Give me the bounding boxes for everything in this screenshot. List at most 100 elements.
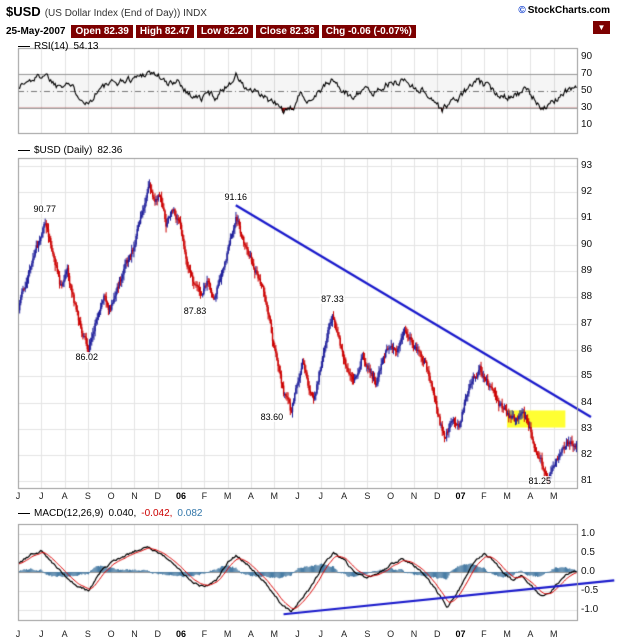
x-axis-label: J (15, 491, 21, 501)
quote-row: 25-May-2007 Open 82.39 High 82.47 Low 82.20… (6, 21, 614, 38)
x-axis-label: A (341, 491, 348, 501)
x-axis-label: M (503, 629, 511, 639)
copyright: © StockCharts.com (518, 5, 610, 16)
copyright-icon: © (518, 5, 526, 16)
symbol-description: (US Dollar Index (End of Day)) INDX (44, 8, 207, 19)
x-axis-label: D (154, 629, 162, 639)
price-annotation: 83.60 (259, 412, 285, 422)
macd-axis-label: 0.5 (581, 546, 595, 558)
rsi-legend-line-icon (18, 45, 30, 47)
price-axis-label: 88 (581, 291, 593, 303)
price-axis-label: 89 (581, 265, 593, 277)
quote-low: Low 82.20 (196, 25, 253, 38)
x-axis-label: A (61, 629, 68, 639)
macd-axis-label: 0.0 (581, 566, 595, 577)
chart-dropdown-button[interactable]: ▼ (593, 21, 610, 34)
x-axis-label: O (107, 491, 115, 501)
price-annotation: 86.02 (74, 351, 99, 362)
x-axis-label: A (61, 491, 68, 501)
price-axis-label: 87 (581, 317, 593, 329)
rsi-axis-label: 90 (581, 50, 593, 62)
x-axis-label: M (549, 629, 558, 639)
price-axis-label: 83 (581, 422, 593, 434)
x-axis-label: N (131, 491, 138, 501)
macd-value-signal: -0.042, (141, 508, 173, 519)
x-axis-label: O (387, 629, 395, 639)
price-axis-label: 81 (581, 475, 593, 487)
price-axis-label: 92 (581, 186, 593, 198)
rsi-axis-label: 30 (581, 101, 593, 113)
price-annotation: 87.33 (320, 293, 345, 304)
price-axis-label: 93 (581, 159, 593, 171)
x-axis-label: F (201, 629, 208, 639)
price-axis-label: 84 (581, 396, 593, 408)
x-axis-label: J (295, 491, 300, 501)
x-axis-label: S (364, 491, 371, 501)
x-axis-label: 07 (455, 629, 466, 639)
price-axis-label: 90 (581, 238, 593, 250)
macd-axis-label: -0.5 (581, 585, 599, 597)
x-axis-label: M (549, 491, 558, 501)
macd-value-line: 0.040, (108, 508, 137, 519)
quote-open: Open 82.39 (71, 25, 133, 38)
x-axis-label: D (154, 491, 162, 501)
x-axis-label: J (39, 629, 44, 639)
x-axis-label: 06 (176, 629, 187, 639)
macd-axis-label: -1.0 (581, 604, 599, 616)
price-annotation: 87.83 (182, 305, 208, 316)
x-axis-label: N (410, 491, 418, 501)
quote-close: Close 82.36 (255, 25, 319, 38)
x-axis-label: F (481, 629, 487, 639)
price-axis-label: 82 (581, 449, 593, 461)
rsi-name: RSI(14) (34, 41, 69, 52)
x-axis-label: A (247, 491, 254, 501)
x-axis-label: J (295, 629, 300, 639)
x-axis-label: S (84, 491, 91, 501)
quote-fields: Open 82.39 High 82.47 Low 82.20 Close 82.36… (71, 21, 418, 38)
macd-legend-line-icon (18, 512, 30, 514)
rsi-value: 54.13 (73, 41, 99, 52)
macd-panel-label: MACD(12,26,9) 0.040, -0.042, 0.082 (18, 508, 202, 519)
x-axis-label: M (223, 491, 232, 501)
rsi-panel-label: RSI(14) 54.13 (18, 41, 98, 52)
quote-high: High 82.47 (135, 25, 194, 38)
x-axis-label: 07 (455, 491, 466, 501)
x-axis-label: S (364, 629, 371, 639)
x-axis-label: O (387, 491, 395, 501)
copyright-text: StockCharts.com (527, 5, 610, 16)
x-axis-label: M (223, 629, 232, 639)
x-axis-label: J (15, 629, 21, 639)
x-axis-label: J (39, 491, 44, 501)
x-axis-label: F (481, 491, 487, 501)
x-axis-label: O (107, 629, 115, 639)
price-name: $USD (Daily) (34, 145, 93, 156)
quote-chg: Chg -0.06 (-0.07%) (321, 25, 416, 38)
x-axis-label: A (527, 491, 534, 501)
x-axis-label: D (434, 629, 441, 639)
x-axis-label: N (131, 629, 138, 639)
rsi-axis-label: 50 (581, 84, 593, 96)
x-axis-label: M (503, 491, 511, 501)
price-legend-line-icon (18, 149, 30, 151)
symbol: $USD (6, 4, 41, 19)
macd-value-histogram: 0.082 (177, 508, 203, 519)
x-axis-label: M (270, 491, 278, 501)
rsi-axis-label: 10 (581, 118, 593, 130)
price-value: 82.36 (97, 145, 123, 156)
x-axis-label: N (410, 629, 418, 639)
price-annotation: 81.25 (527, 476, 552, 487)
price-axis-label: 91 (581, 212, 593, 224)
x-axis-label: F (201, 491, 208, 501)
x-axis-label: 06 (176, 491, 187, 501)
x-axis-label: A (527, 629, 534, 639)
x-axis-label: D (434, 491, 441, 501)
x-axis-label: M (270, 629, 278, 639)
x-axis-label: A (247, 629, 254, 639)
x-axis-label: J (318, 629, 324, 639)
x-axis-label: J (318, 491, 324, 501)
price-panel-label: $USD (Daily) 82.36 (18, 145, 122, 156)
x-axis-label: S (84, 629, 91, 639)
price-axis-label: 86 (581, 343, 593, 355)
chart-date: 25-May-2007 (6, 26, 66, 37)
